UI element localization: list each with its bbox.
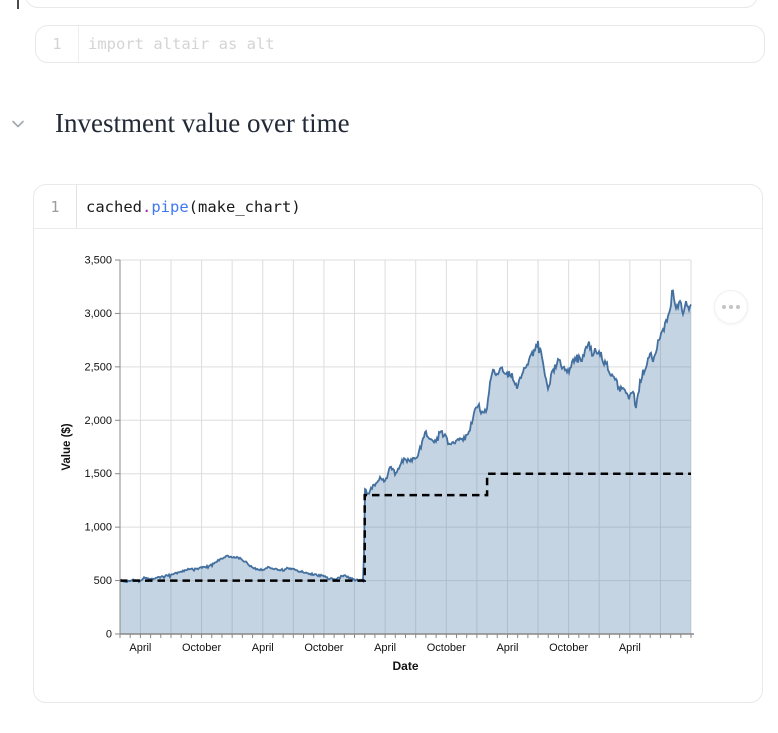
code-token: . bbox=[142, 197, 152, 216]
svg-text:2,000: 2,000 bbox=[84, 415, 112, 427]
svg-text:1,000: 1,000 bbox=[84, 522, 112, 534]
svg-text:3,500: 3,500 bbox=[84, 255, 112, 267]
svg-text:October: October bbox=[549, 642, 588, 654]
cell-anchor-tick bbox=[17, 0, 19, 9]
ellipsis-icon bbox=[729, 305, 733, 309]
ellipsis-icon bbox=[736, 305, 740, 309]
cell-import-altair[interactable]: 1 import altair as alt bbox=[35, 25, 765, 63]
svg-text:0: 0 bbox=[106, 629, 112, 641]
svg-text:1,500: 1,500 bbox=[84, 468, 112, 480]
chart-output-area: 0 500 1,000 1,500 2,000 2,500 3,000 3,500 April O… bbox=[34, 229, 762, 703]
ellipsis-icon bbox=[722, 305, 726, 309]
svg-text:3,000: 3,000 bbox=[84, 308, 112, 320]
code-token: (make_chart) bbox=[188, 197, 301, 216]
svg-text:Date: Date bbox=[392, 659, 418, 673]
svg-text:April: April bbox=[496, 642, 518, 654]
svg-text:500: 500 bbox=[94, 575, 112, 587]
line-number: 1 bbox=[50, 197, 60, 216]
code-token: pipe bbox=[151, 197, 189, 216]
chevron-down-icon[interactable] bbox=[11, 119, 25, 129]
code-token: cached bbox=[86, 197, 142, 216]
svg-text:October: October bbox=[427, 642, 466, 654]
svg-text:2,500: 2,500 bbox=[84, 361, 112, 373]
cell-partial-top[interactable] bbox=[25, 0, 758, 8]
line-number: 1 bbox=[52, 35, 62, 53]
svg-text:Value ($): Value ($) bbox=[61, 423, 73, 470]
cell-menu-button[interactable] bbox=[714, 290, 748, 324]
gutter-divider bbox=[78, 26, 79, 62]
svg-text:April: April bbox=[374, 642, 396, 654]
svg-text:April: April bbox=[252, 642, 274, 654]
page-title: Investment value over time bbox=[55, 108, 350, 138]
code-cached-pipe[interactable]: cached.pipe(make_chart) bbox=[77, 198, 301, 216]
code-import[interactable]: import altair as alt bbox=[88, 35, 275, 53]
svg-text:October: October bbox=[182, 642, 221, 654]
svg-text:October: October bbox=[304, 642, 343, 654]
cell-chart[interactable]: 1 cached.pipe(make_chart) 0 500 1,000 1,500… bbox=[33, 184, 763, 703]
svg-text:April: April bbox=[129, 642, 151, 654]
gutter-divider bbox=[76, 185, 77, 228]
code-row[interactable]: 1 cached.pipe(make_chart) bbox=[34, 185, 762, 229]
svg-text:April: April bbox=[619, 642, 641, 654]
investment-chart: 0 500 1,000 1,500 2,000 2,500 3,000 3,500 April O… bbox=[61, 255, 694, 673]
